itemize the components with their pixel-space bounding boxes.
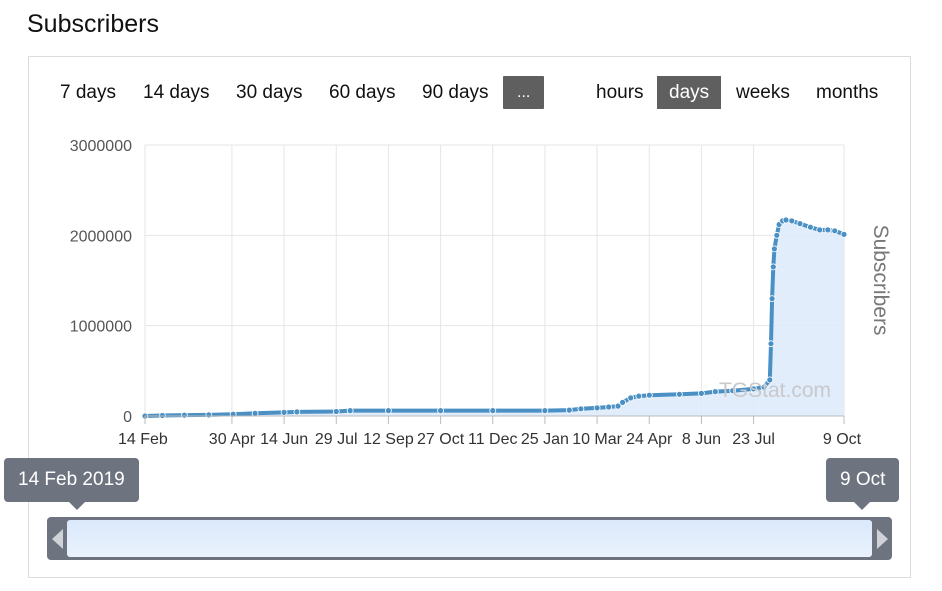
y-tick-label: 0 (123, 409, 132, 426)
x-tick-label: 29 Jul (315, 431, 358, 448)
data-point (346, 407, 354, 415)
data-point (840, 230, 848, 238)
x-tick-label: 30 Apr (209, 431, 256, 448)
data-point (332, 408, 340, 415)
range-90-days-button[interactable]: 90 days (422, 82, 489, 103)
navigator-start-tip (68, 501, 86, 510)
unit-weeks-button[interactable]: weeks (736, 82, 790, 103)
data-point (769, 263, 777, 271)
data-point (771, 245, 778, 253)
x-tick-label: 25 Jan (521, 431, 569, 448)
x-tick-label: 9 Oct (823, 431, 862, 448)
navigator-end-tip (853, 501, 871, 510)
page-title: Subscribers (27, 10, 159, 38)
data-point (251, 409, 259, 417)
chart-axes: 0 1000000 2000000 3000000 14 Feb 30 Apr 14 Jun… (70, 138, 862, 448)
data-point (750, 385, 757, 393)
x-tick-label: 11 Dec (468, 431, 518, 448)
x-tick-label: 27 Oct (417, 431, 465, 448)
x-tick-label: 24 Apr (626, 431, 673, 448)
navigator-end-text: 9 Oct (840, 469, 886, 490)
data-point (796, 220, 804, 228)
data-point (635, 392, 643, 400)
unit-months-button[interactable]: months (816, 82, 879, 103)
x-tick-label: 14 Feb (118, 431, 168, 448)
data-point (773, 231, 781, 239)
data-point (816, 226, 824, 234)
data-point (767, 340, 775, 348)
data-point (766, 376, 774, 384)
navigator-end-label: 9 Oct (826, 458, 900, 510)
y-tick-label: 2000000 (70, 228, 132, 245)
data-point (676, 390, 683, 398)
data-point (619, 398, 626, 406)
subscribers-area (145, 220, 844, 416)
data-point (180, 411, 188, 419)
chart-panel (28, 56, 911, 578)
chart-grid (144, 144, 845, 417)
y-tick-label: 1000000 (70, 319, 132, 336)
navigator-window[interactable] (67, 520, 872, 557)
range-60-days-button[interactable]: 60 days (329, 82, 396, 103)
data-point (824, 226, 832, 234)
data-point (768, 295, 776, 303)
data-point (565, 406, 573, 414)
data-point (729, 387, 737, 395)
data-point (384, 407, 392, 415)
data-point (782, 216, 790, 224)
data-point (577, 405, 585, 413)
navigator-start-text: 14 Feb 2019 (18, 469, 125, 490)
data-point (760, 383, 768, 391)
unit-hours-button[interactable]: hours (596, 82, 644, 103)
range-7-days-button[interactable]: 7 days (60, 82, 116, 103)
watermark: TGStat.com (719, 379, 831, 402)
x-tick-label: 10 Mar (572, 431, 622, 448)
x-tick-label: 14 Jun (260, 431, 308, 448)
arrow-left-icon (51, 528, 63, 549)
x-tick-label: 8 Jun (682, 431, 721, 448)
subscribers-points (141, 216, 848, 420)
data-point (205, 411, 213, 419)
data-point (293, 408, 301, 416)
data-point (593, 404, 601, 412)
navigator-start-label: 14 Feb 2019 (4, 458, 139, 510)
data-point (807, 223, 814, 231)
data-point (711, 388, 719, 396)
data-point (437, 407, 445, 415)
data-point (645, 391, 653, 399)
data-point (541, 407, 549, 415)
range-14-days-button[interactable]: 14 days (143, 82, 210, 103)
y-axis-label: Subscribers (869, 225, 892, 336)
arrow-right-icon (876, 528, 888, 549)
navigator-right-handle[interactable] (872, 517, 892, 560)
data-point (605, 403, 613, 411)
y-tick-label: 3000000 (70, 138, 132, 155)
range-30-days-button[interactable]: 30 days (236, 82, 303, 103)
unit-days-button[interactable]: days (657, 76, 722, 109)
x-tick-label: 12 Sep (363, 431, 414, 448)
data-point (627, 394, 635, 402)
data-point (788, 217, 796, 225)
data-point (614, 402, 622, 410)
data-point (280, 408, 288, 416)
data-point (831, 227, 839, 235)
data-point (489, 407, 497, 415)
navigator-bar[interactable] (47, 517, 892, 560)
data-point (698, 389, 705, 397)
x-tick-label: 23 Jul (732, 431, 775, 448)
navigator-left-handle[interactable] (47, 517, 67, 560)
range-more-button[interactable]: ... (503, 76, 545, 109)
